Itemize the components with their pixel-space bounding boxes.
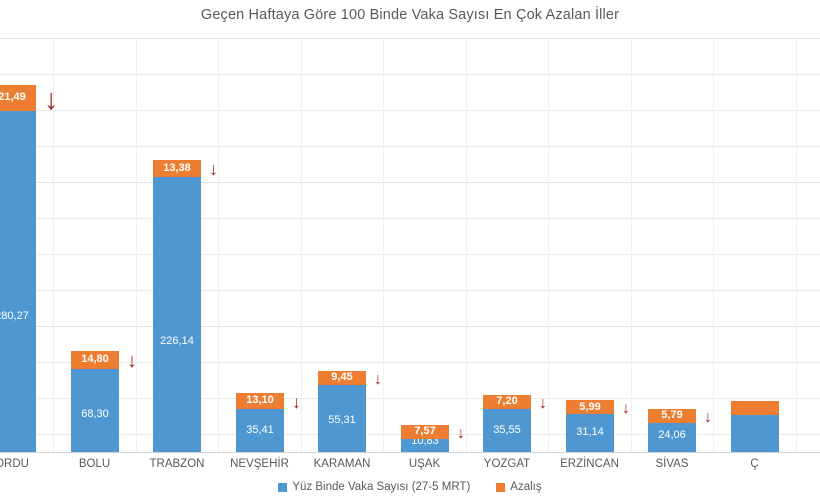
x-axis-label-erzi-ncan: ERZİNCAN (560, 458, 619, 470)
x-axis-label-trabzon: TRABZON (149, 458, 205, 470)
gridline-vertical (548, 38, 549, 452)
decrease-arrow-icon: ↓ (374, 371, 382, 388)
gridline-horizontal (0, 146, 820, 147)
decrease-arrow-icon: ↓ (209, 159, 218, 179)
decrease-arrow-icon: ↓ (457, 425, 465, 442)
bar-value-label-decrease: 9,45 (331, 371, 353, 383)
decrease-arrow-icon: ↓ (127, 350, 137, 372)
chart-legend: Yüz Binde Vaka Sayısı (27-5 MRT) Azalış (0, 481, 820, 493)
gridline-horizontal (0, 74, 820, 75)
bar-value-label-cases: 24,06 (658, 429, 686, 441)
bar-stack[interactable]: 68,30 14,80 (71, 350, 119, 452)
legend-label: Yüz Binde Vaka Sayısı (27-5 MRT) (292, 481, 471, 493)
x-axis-label-ordu: ORDU (0, 458, 29, 470)
bar-value-label-decrease: 7,20 (496, 395, 518, 407)
bar-value-label-cases: 31,14 (576, 426, 604, 438)
bar-value-label-cases: 280,27 (0, 310, 29, 322)
gridline-horizontal (0, 110, 820, 111)
legend-swatch-icon (496, 482, 506, 492)
bar-value-label-decrease: 14,80 (81, 353, 109, 365)
x-axis-label-si-vas: SİVAS (655, 458, 689, 470)
bar-segment-cases[interactable] (153, 176, 201, 452)
gridline-horizontal (0, 362, 820, 363)
bar-segment-cases[interactable] (483, 408, 531, 452)
decrease-arrow-icon: ↓ (622, 400, 630, 417)
gridline-vertical (136, 38, 137, 452)
bar-segment-cases[interactable] (566, 414, 614, 452)
gridline-horizontal (0, 290, 820, 291)
gridline-vertical (301, 38, 302, 452)
bar-segment-decrease[interactable] (71, 350, 119, 369)
bar-value-label-cases: 35,41 (246, 424, 274, 436)
bar-value-label-decrease: 7,57 (414, 425, 436, 437)
x-axis-label-karaman: KARAMAN (313, 458, 371, 470)
bar-value-label-decrease: 13,38 (163, 162, 191, 174)
bar-value-label-cases: 35,55 (493, 424, 521, 436)
gridline-vertical (631, 38, 632, 452)
x-axis-label-u-ak: UŞAK (408, 458, 441, 470)
bar-segment-decrease[interactable] (0, 84, 36, 111)
bar-segment-cases[interactable] (0, 110, 36, 452)
gridline-vertical (53, 38, 54, 452)
bar-segment-decrease[interactable] (483, 394, 531, 409)
gridline-horizontal (0, 326, 820, 327)
x-axis-label-yozgat: YOZGAT (483, 458, 531, 470)
bar-value-label-cases: 55,31 (328, 414, 356, 426)
bar-value-label-decrease: 5,79 (661, 409, 683, 421)
chart-title: Geçen Haftaya Göre 100 Binde Vaka Sayısı… (200, 7, 620, 23)
legend-entry-decrease[interactable]: Azalış (496, 481, 542, 493)
bar-segment-cases[interactable] (236, 408, 284, 452)
bar-value-label-decrease: 5,99 (579, 401, 601, 413)
bar-stack[interactable]: 55,31 9,45 (318, 370, 366, 452)
gridline-horizontal (0, 398, 820, 399)
bar-segment-decrease[interactable] (153, 160, 201, 177)
gridline-vertical (383, 38, 384, 452)
gridline-horizontal (0, 254, 820, 255)
gridline-vertical (466, 38, 467, 452)
x-axis-label-bolu: BOLU (78, 458, 111, 470)
bar-stack[interactable]: 10,83 7,57 (401, 424, 449, 452)
bar-segment-decrease[interactable] (318, 370, 366, 385)
bar-stack[interactable]: 35,55 7,20 (483, 394, 531, 452)
decrease-arrow-icon: ↓ (539, 395, 547, 412)
bar-value-label-decrease: 13,10 (246, 394, 274, 406)
bar-stack[interactable]: 24,06 5,79 (648, 408, 696, 452)
gridline-horizontal (0, 38, 820, 39)
bar-stack[interactable]: 226,14 13,38 (153, 160, 201, 452)
bar-segment-cases[interactable] (401, 438, 449, 452)
bar-segment-cases[interactable] (71, 368, 119, 452)
bar-stack[interactable]: 280,27 21,49 (0, 84, 36, 452)
plot-area: 280,27 21,49 68,30 14,80 226,14 13,38 35,41 13,… (0, 38, 820, 452)
bar-segment-decrease[interactable] (401, 424, 449, 439)
decrease-arrow-icon: ↓ (704, 409, 712, 426)
x-axis-label-nev-ehi-r: NEVŞEHİR (230, 458, 289, 470)
bar-stack[interactable] (731, 401, 779, 452)
bar-segment-cases[interactable] (318, 384, 366, 452)
x-axis-label--: Ç (750, 458, 759, 470)
bar-segment-cases[interactable] (731, 415, 779, 452)
bar-segment-decrease[interactable] (731, 401, 779, 416)
legend-swatch-icon (278, 482, 288, 492)
bar-segment-decrease[interactable] (648, 408, 696, 423)
legend-label: Azalış (510, 481, 542, 493)
bar-value-label-cases: 226,14 (160, 335, 194, 347)
bar-segment-decrease[interactable] (236, 392, 284, 409)
bar-value-label-cases: 68,30 (81, 408, 109, 420)
bar-value-label-decrease: 21,49 (0, 91, 26, 103)
gridline-vertical (713, 38, 714, 452)
decrease-arrow-icon: ↓ (44, 84, 59, 116)
gridline-vertical (218, 38, 219, 452)
legend-entry-cases[interactable]: Yüz Binde Vaka Sayısı (27-5 MRT) (278, 481, 470, 493)
x-axis-line (0, 452, 820, 453)
bar-segment-decrease[interactable] (566, 400, 614, 415)
gridline-vertical (796, 38, 797, 452)
decrease-arrow-icon: ↓ (292, 392, 301, 412)
bar-stack[interactable]: 35,41 13,10 (236, 392, 284, 452)
bar-stack[interactable]: 31,14 5,99 (566, 400, 614, 452)
bar-segment-cases[interactable] (648, 422, 696, 452)
gridline-horizontal (0, 218, 820, 219)
gridline-horizontal (0, 182, 820, 183)
